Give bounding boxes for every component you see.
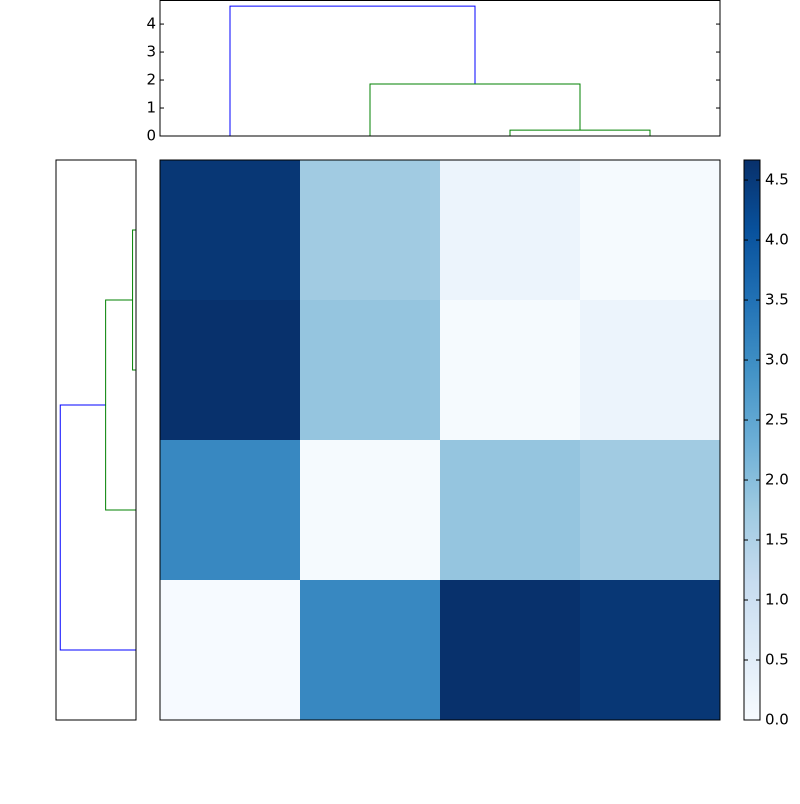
colorbar-tick-label: 1.5 bbox=[765, 531, 789, 549]
heatmap-cell bbox=[160, 160, 301, 301]
colorbar-tick-label: 3.5 bbox=[765, 291, 789, 309]
colorbar-tick-label: 4.5 bbox=[765, 171, 789, 189]
heatmap-cell bbox=[440, 160, 581, 301]
heatmap-frame bbox=[159, 159, 721, 721]
colorbar-tick-label: 1.0 bbox=[765, 591, 789, 609]
dendrogram-link bbox=[229, 5, 476, 136]
heatmap-cell bbox=[580, 160, 721, 301]
heatmap-cell bbox=[300, 580, 441, 721]
heatmap-cell bbox=[300, 300, 441, 441]
dendrogram-link bbox=[509, 129, 651, 136]
y-tick-label: 4 bbox=[146, 15, 156, 33]
y-tick-label: 2 bbox=[146, 71, 156, 89]
heatmap-cell bbox=[580, 300, 721, 441]
heatmap-cell bbox=[440, 580, 581, 721]
heatmap-cell bbox=[160, 300, 301, 441]
heatmap-cell bbox=[160, 580, 301, 721]
colorbar-tick-label: 0.0 bbox=[765, 711, 789, 729]
colorbar-tick-label: 2.0 bbox=[765, 471, 789, 489]
dendrogram-link bbox=[132, 229, 136, 371]
colorbar bbox=[743, 159, 761, 721]
heatmap-cell bbox=[580, 440, 721, 581]
dendrogram-frame bbox=[159, 0, 721, 137]
dendrogram-link bbox=[105, 299, 136, 511]
colorbar-tick-label: 2.5 bbox=[765, 411, 789, 429]
colorbar-tick-label: 0.5 bbox=[765, 651, 789, 669]
y-tick-label: 3 bbox=[146, 43, 156, 61]
y-tick-label: 1 bbox=[146, 99, 156, 117]
y-tick-label: 0 bbox=[146, 127, 156, 145]
colorbar-tick-label: 3.0 bbox=[765, 351, 789, 369]
dendrogram-link bbox=[369, 83, 581, 136]
dendrogram-link bbox=[59, 404, 136, 651]
heatmap-cell bbox=[160, 440, 301, 581]
heatmap-cell bbox=[300, 160, 441, 301]
colorbar-tick-label: 4.0 bbox=[765, 231, 789, 249]
heatmap-cell bbox=[440, 300, 581, 441]
heatmap-cell bbox=[300, 440, 441, 581]
heatmap-cell bbox=[440, 440, 581, 581]
heatmap-cell bbox=[580, 580, 721, 721]
dendrogram-frame bbox=[55, 159, 137, 721]
